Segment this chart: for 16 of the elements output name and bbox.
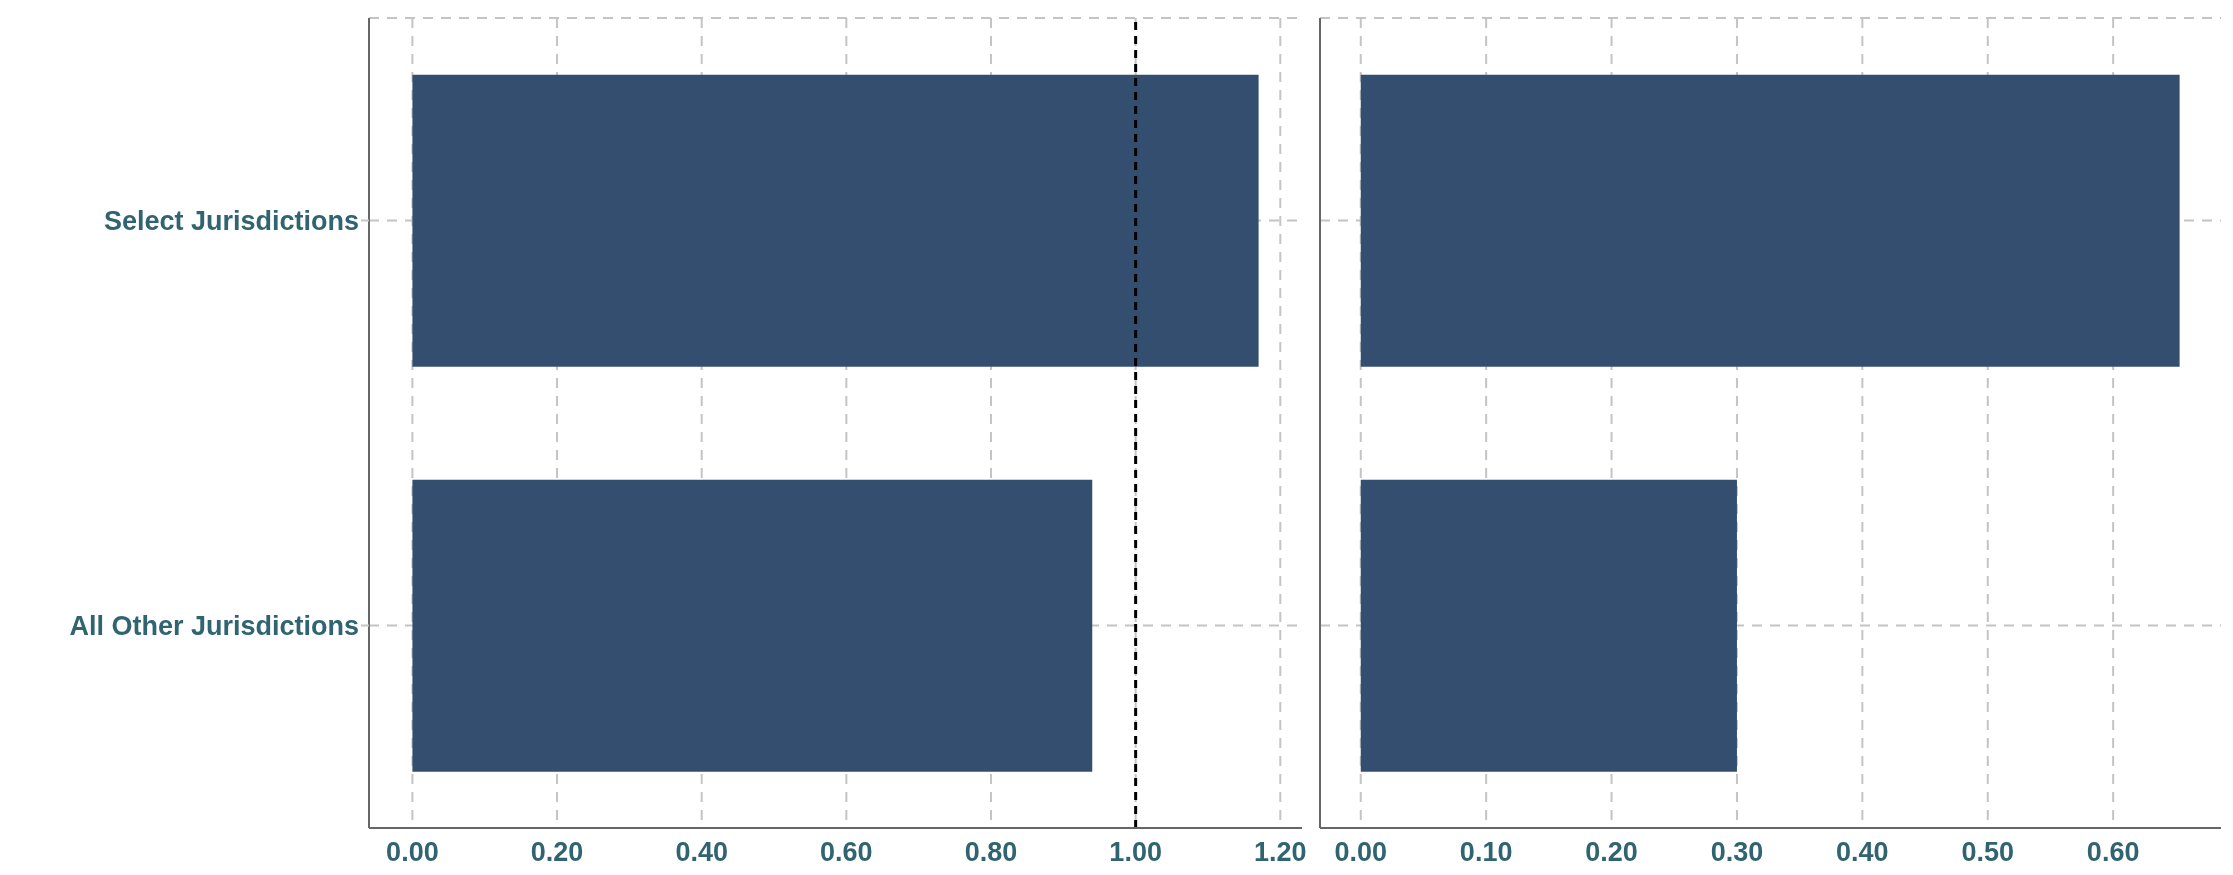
x-tick-label: 1.00 — [1109, 837, 1162, 868]
y-tick-label: Select Jurisdictions — [103, 206, 359, 237]
x-tick-label: 0.60 — [2086, 837, 2140, 868]
x-tick-label: 0.10 — [1459, 837, 1513, 868]
x-tick-label: 0.20 — [530, 837, 584, 868]
x-tick-label: 0.40 — [675, 837, 728, 868]
x-tick-label: 1.20 — [1254, 837, 1307, 868]
y-tick-label: All Other Jurisdictions — [69, 611, 359, 642]
x-tick-label: 0.60 — [820, 837, 873, 868]
x-tick-label: 0.50 — [1961, 837, 2015, 868]
x-tick-label: 0.80 — [964, 837, 1018, 868]
x-tick-label: 0.40 — [1836, 837, 1889, 868]
x-tick-label: 0.20 — [1585, 837, 1638, 868]
x-tick-label: 0.00 — [386, 837, 439, 868]
x-tick-label: 0.00 — [1334, 837, 1388, 868]
x-tick-label: 0.30 — [1710, 837, 1764, 868]
